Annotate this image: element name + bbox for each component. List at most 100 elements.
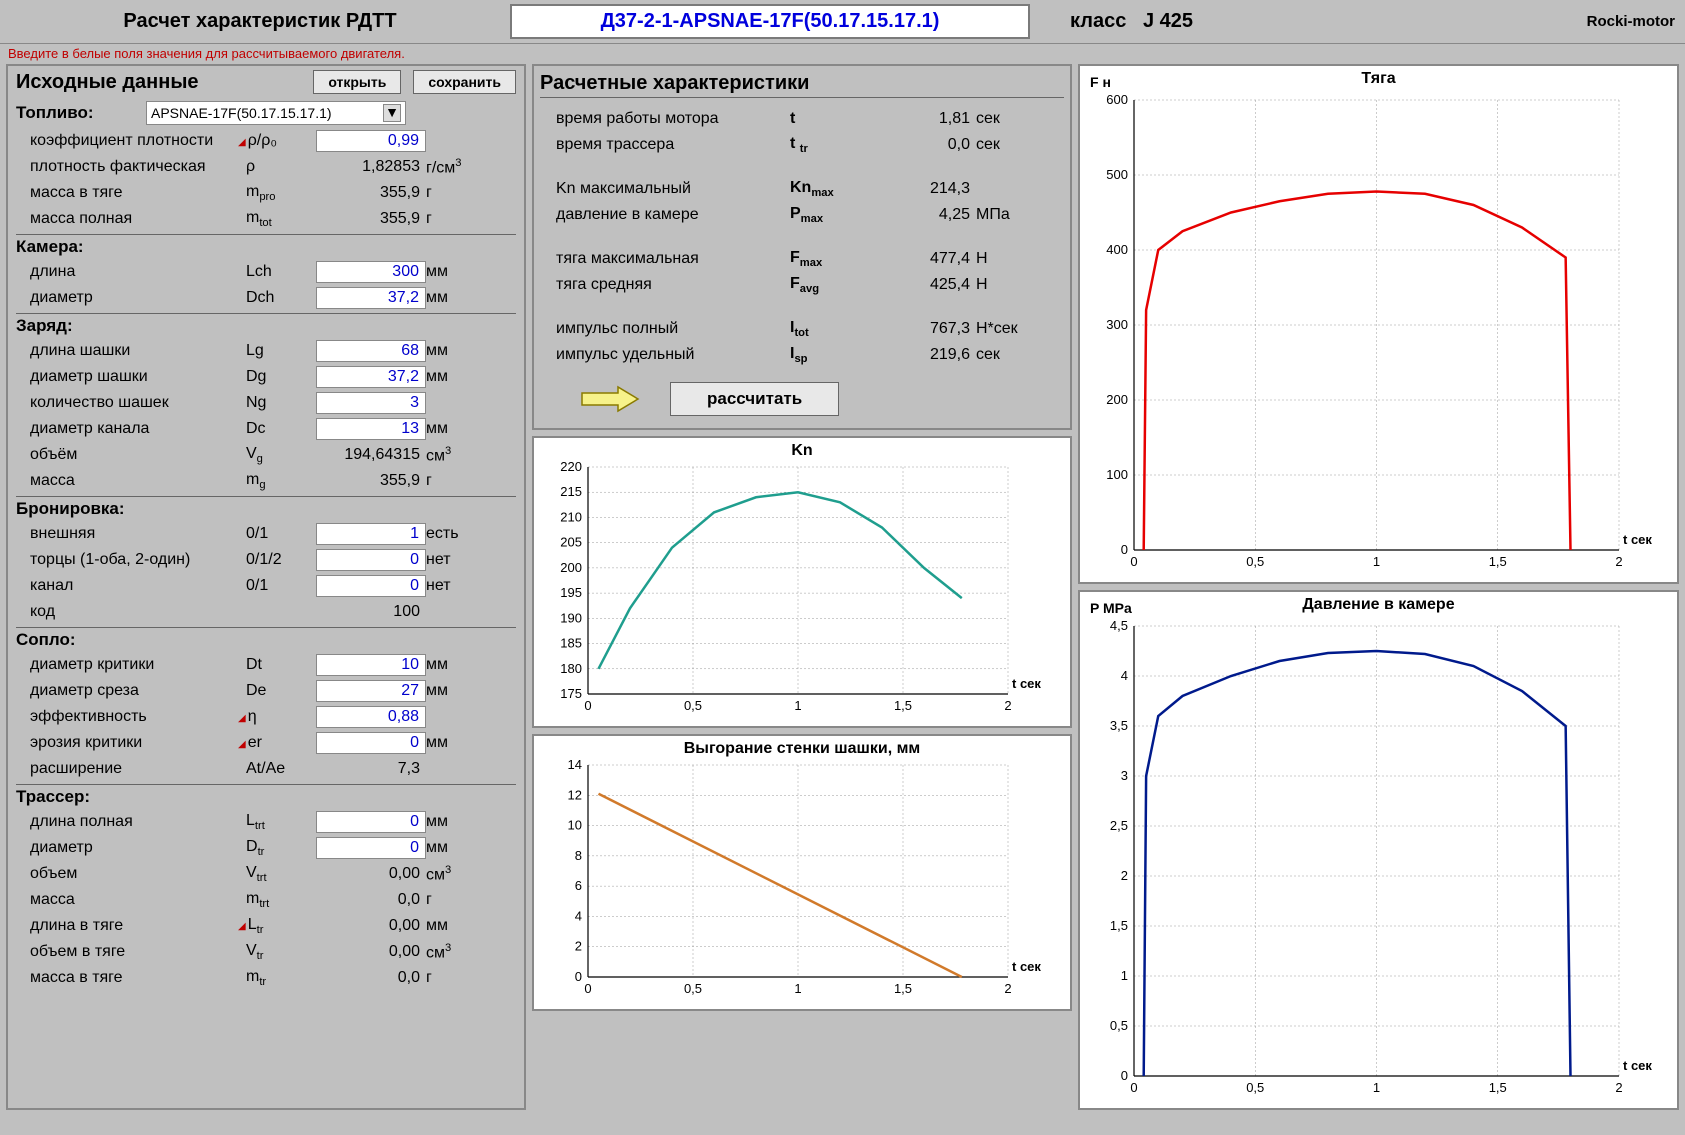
hint-text: Введите в белые поля значения для рассчи… [0,44,1685,64]
fuel-dropdown[interactable]: APSNAE-17F(50.17.15.17.1) ▼ [146,101,406,125]
coef-input[interactable] [316,130,426,152]
svg-text:210: 210 [560,509,582,524]
svg-text:6: 6 [575,878,582,893]
armor-chan-input[interactable] [316,575,426,597]
armor-title: Бронировка: [16,496,516,521]
svg-text:300: 300 [1106,317,1128,332]
dt-input[interactable] [316,654,426,676]
svg-text:1,5: 1,5 [1110,918,1128,933]
dtr-input[interactable] [316,837,426,859]
svg-text:0,5: 0,5 [1246,1080,1264,1095]
svg-text:8: 8 [575,848,582,863]
burn-chart: Выгорание стенки шашки, мм 00,511,520246… [532,734,1072,1011]
svg-text:2: 2 [575,939,582,954]
svg-text:t сек: t сек [1623,532,1652,547]
svg-text:0,5: 0,5 [1246,554,1264,569]
svg-text:1: 1 [1121,968,1128,983]
svg-text:1: 1 [1373,554,1380,569]
svg-text:2: 2 [1615,1080,1622,1095]
svg-text:10: 10 [568,818,582,833]
svg-text:205: 205 [560,535,582,550]
svg-text:3: 3 [1121,768,1128,783]
svg-text:2: 2 [1121,868,1128,883]
brand-label: Rocki-motor [1587,13,1675,30]
svg-text:0,5: 0,5 [1110,1018,1128,1033]
save-button[interactable]: сохранить [413,70,516,94]
svg-text:1: 1 [794,698,801,713]
svg-text:600: 600 [1106,92,1128,107]
de-input[interactable] [316,680,426,702]
lg-input[interactable] [316,340,426,362]
dg-input[interactable] [316,366,426,388]
svg-text:4: 4 [575,908,582,923]
svg-text:215: 215 [560,484,582,499]
svg-text:12: 12 [568,787,582,802]
mpro-value: 355,9 [316,184,426,202]
eff-input[interactable] [316,706,426,728]
dch-input[interactable] [316,287,426,309]
svg-text:220: 220 [560,462,582,474]
mpro-label: масса в тяге [16,184,246,202]
armor-end-input[interactable] [316,549,426,571]
nozzle-title: Сопло: [16,627,516,652]
motor-code-field[interactable]: Д37-2-1-APSNAE-17F(50.17.15.17.1) [510,4,1030,39]
svg-text:500: 500 [1106,167,1128,182]
svg-text:190: 190 [560,610,582,625]
kn-chart: Kn 00,511,521751801851901952002052102152… [532,436,1072,728]
svg-text:1,5: 1,5 [1489,1080,1507,1095]
svg-text:t сек: t сек [1623,1058,1652,1073]
svg-text:1,5: 1,5 [894,698,912,713]
svg-text:175: 175 [560,686,582,701]
svg-text:180: 180 [560,661,582,676]
svg-text:3,5: 3,5 [1110,718,1128,733]
thrust-chart: Тяга F н 00,511,520100200300400500600t с… [1078,64,1679,584]
ltrt-input[interactable] [316,811,426,833]
calc-title: Расчетные характеристики [540,72,1064,98]
mtot-value: 355,9 [316,210,426,228]
svg-text:0: 0 [584,698,591,713]
svg-text:185: 185 [560,636,582,651]
svg-text:1,5: 1,5 [1489,554,1507,569]
open-button[interactable]: открыть [313,70,401,94]
header-bar: Расчет характеристик РДТТ Д37-2-1-APSNAE… [0,0,1685,44]
svg-text:2,5: 2,5 [1110,818,1128,833]
svg-text:4,5: 4,5 [1110,618,1128,633]
dc-input[interactable] [316,418,426,440]
armor-ext-input[interactable] [316,523,426,545]
mtot-label: масса полная [16,210,246,228]
svg-text:200: 200 [560,560,582,575]
svg-text:0: 0 [1130,554,1137,569]
input-panel-title: Исходные данные [16,71,199,94]
class-label: класс J 425 [1070,10,1587,33]
svg-text:400: 400 [1106,242,1128,257]
density-value: 1,82853 [316,158,426,176]
svg-text:2: 2 [1615,554,1622,569]
input-panel: Исходные данные открыть сохранить Топлив… [6,64,526,1110]
svg-text:195: 195 [560,585,582,600]
svg-text:100: 100 [1106,467,1128,482]
app-title: Расчет характеристик РДТТ [10,10,510,33]
er-input[interactable] [316,732,426,754]
svg-text:t сек: t сек [1012,676,1041,691]
grain-title: Заряд: [16,313,516,338]
svg-text:1: 1 [794,981,801,996]
svg-text:4: 4 [1121,668,1128,683]
svg-text:0: 0 [1121,542,1128,557]
coef-label: коэффициент плотности [16,132,246,150]
svg-text:0,5: 0,5 [684,981,702,996]
dropdown-arrow-icon: ▼ [383,104,401,122]
svg-text:2: 2 [1004,981,1011,996]
calc-panel: Расчетные характеристики время работы мо… [532,64,1072,430]
svg-text:200: 200 [1106,392,1128,407]
tracer-title: Трассер: [16,784,516,809]
svg-text:t сек: t сек [1012,959,1041,974]
fuel-title: Топливо: [16,101,146,125]
svg-text:2: 2 [1004,698,1011,713]
ng-input[interactable] [316,392,426,414]
svg-text:14: 14 [568,760,582,772]
calculate-button[interactable]: рассчитать [670,382,839,416]
svg-text:0: 0 [584,981,591,996]
density-label: плотность фактическая [16,158,246,176]
svg-text:1: 1 [1373,1080,1380,1095]
lch-input[interactable] [316,261,426,283]
